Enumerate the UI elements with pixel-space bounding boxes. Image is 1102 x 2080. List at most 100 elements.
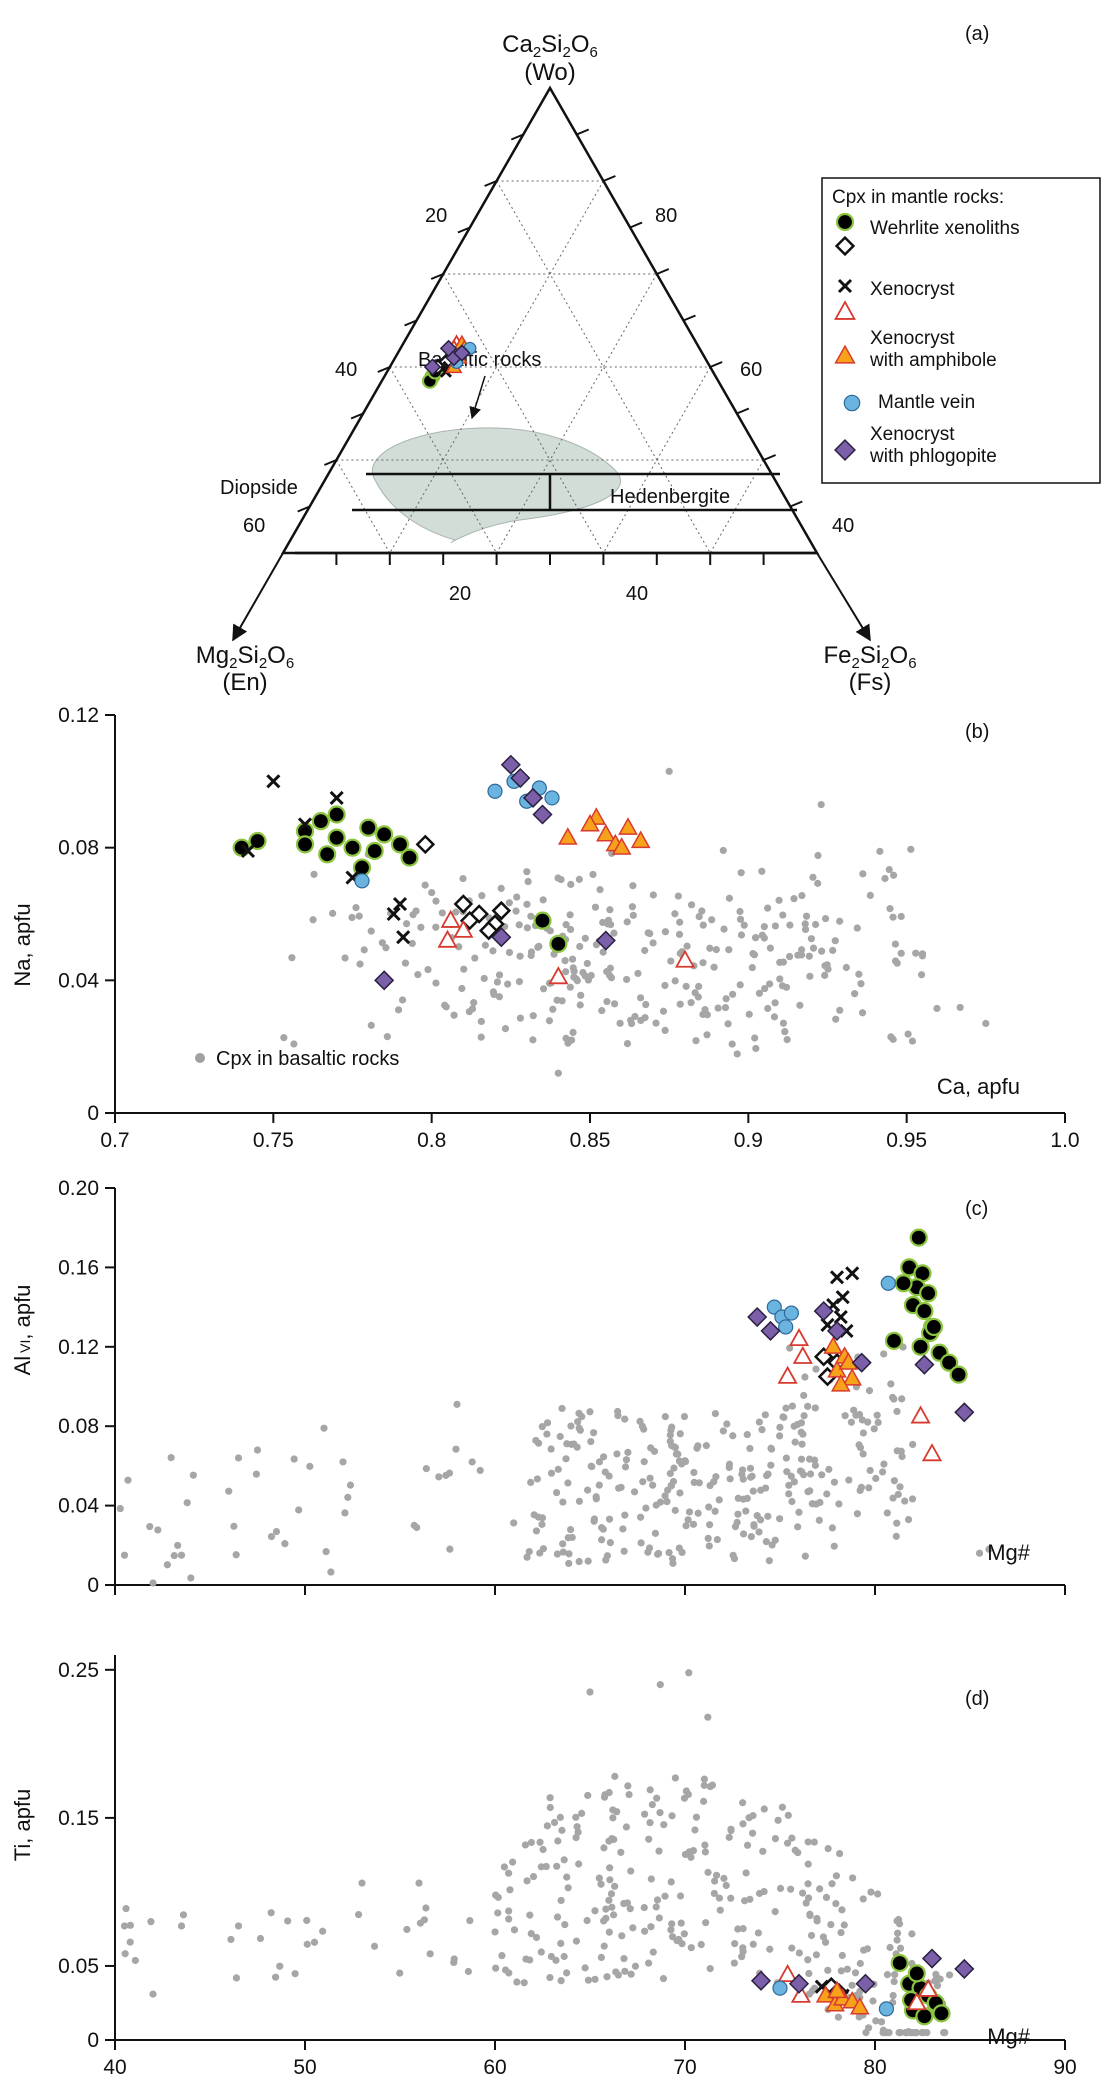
basalt-point — [562, 968, 570, 976]
basalt-point — [795, 1508, 803, 1516]
basalt-point — [667, 1878, 675, 1886]
basalt-point — [581, 972, 589, 980]
grid-line — [389, 180, 604, 554]
wehrlite-xenolith-point — [318, 845, 337, 864]
basalt-point — [623, 918, 631, 926]
basalt-point — [692, 1813, 701, 1821]
basalt-point — [590, 1515, 599, 1523]
basalt-point — [606, 906, 614, 914]
basalt-point — [498, 1952, 506, 1960]
basalt-point — [290, 1040, 298, 1048]
tick — [377, 366, 391, 373]
basalt-point — [776, 1884, 785, 1892]
tick — [709, 361, 723, 368]
basalt-point — [644, 1959, 653, 1967]
basalt-point — [746, 1464, 755, 1472]
basalt-point — [607, 974, 616, 982]
basalt-point — [654, 1550, 662, 1558]
basalt-point — [584, 1976, 593, 1984]
basalt-point — [354, 1910, 363, 1919]
basalt-point — [586, 1408, 594, 1416]
basalt-point — [494, 1909, 502, 1917]
basalt-point — [623, 1040, 632, 1048]
basalt-point — [700, 1781, 708, 1789]
basalt-point — [708, 916, 716, 924]
basaltic-rocks-field — [372, 427, 621, 543]
basalt-point — [455, 943, 463, 951]
basalt-point — [378, 939, 386, 947]
basalt-point — [230, 1522, 238, 1530]
basalt-point — [887, 1033, 895, 1041]
basalt-point — [808, 1987, 817, 1995]
panel-c-points — [747, 1228, 975, 1462]
basalt-point — [131, 1956, 139, 1965]
basalt-point — [859, 1450, 867, 1458]
basalt-point — [554, 1069, 562, 1077]
basalt-point — [801, 920, 809, 928]
basalt-point — [760, 1805, 768, 1813]
basalt-point — [812, 1951, 821, 1959]
basalt-point — [742, 1507, 750, 1515]
basalt-point — [625, 1790, 633, 1799]
panel-d-ti-vs-mg: (d) 40 50 60 70 80 90 0 0.05 0.15 0.25 Ti, apfu M… — [10, 1655, 1077, 2079]
basalt-point — [715, 1894, 724, 1902]
mantle-vein-point — [880, 1275, 896, 1291]
basalt-point — [512, 907, 520, 915]
basalt-point — [428, 888, 436, 897]
basalt-point — [898, 1395, 906, 1403]
basalt-point — [642, 1504, 650, 1512]
basalt-point — [492, 1891, 500, 1899]
xenocryst-phlogopite-point — [491, 927, 512, 948]
basalt-point — [521, 1841, 530, 1849]
basalt-point — [766, 1945, 774, 1953]
basalt-point — [842, 963, 850, 972]
basalt-point — [750, 1522, 758, 1530]
basalt-point — [785, 1490, 793, 1498]
basalt-point — [847, 1418, 856, 1426]
panel-c-alvi-vs-mg: (c) 0 0.04 0.08 0.12 0.16 0.20 AlVI, apfu Mg# — [10, 1177, 1066, 1597]
basalt-point — [557, 1939, 565, 1948]
basalt-point — [720, 925, 728, 933]
basalt-point — [659, 1974, 668, 1983]
basalt-point — [729, 1551, 737, 1559]
basalt-point — [739, 1799, 747, 1807]
basalt-point — [320, 1424, 328, 1432]
basalt-point — [606, 1539, 614, 1547]
basalt-point — [253, 1446, 262, 1454]
basalt-point — [561, 1921, 569, 1929]
basalt-point — [739, 1495, 747, 1503]
panel-c-label: (c) — [965, 1198, 988, 1220]
basalt-point — [620, 1955, 628, 1963]
basalt-point — [754, 1929, 762, 1937]
basalt-point — [566, 911, 574, 919]
basalt-point — [412, 907, 420, 915]
basalt-point — [339, 1458, 347, 1466]
basalt-point — [591, 903, 600, 911]
basalt-point — [891, 1971, 899, 1979]
xenocryst-phlogopite-point — [374, 970, 395, 991]
basalt-point — [599, 948, 607, 956]
basalt-point — [495, 971, 504, 979]
basalt-point — [809, 873, 817, 881]
basalt-point — [568, 1036, 576, 1044]
basalt-point — [802, 1899, 810, 1907]
panel-b-axes: 0.7 0.75 0.8 0.85 0.9 0.95 1.0 0 0.04 0.08 0.12 — [58, 704, 1079, 1152]
basalt-point — [674, 1450, 682, 1458]
basalt-point — [746, 1444, 754, 1453]
basalt-point — [575, 1424, 583, 1432]
basalt-point — [532, 1933, 541, 1942]
xenocryst-triangle-point — [777, 1365, 798, 1384]
panel-b-points — [232, 754, 696, 991]
wehrlite-xenolith-point — [311, 812, 330, 831]
basalt-point — [853, 1510, 861, 1518]
basalt-point — [510, 1519, 518, 1527]
legend-amphibole-line2: with amphibole — [869, 350, 997, 371]
basalt-point — [759, 1847, 767, 1855]
basalt-point — [545, 1017, 554, 1025]
basalt-point — [821, 971, 829, 979]
basalt-point — [453, 1400, 461, 1408]
basalt-point — [542, 1862, 550, 1871]
xenocryst-phlogopite-point — [532, 804, 553, 825]
basalt-point — [617, 1483, 625, 1491]
basalt-point — [794, 951, 802, 959]
